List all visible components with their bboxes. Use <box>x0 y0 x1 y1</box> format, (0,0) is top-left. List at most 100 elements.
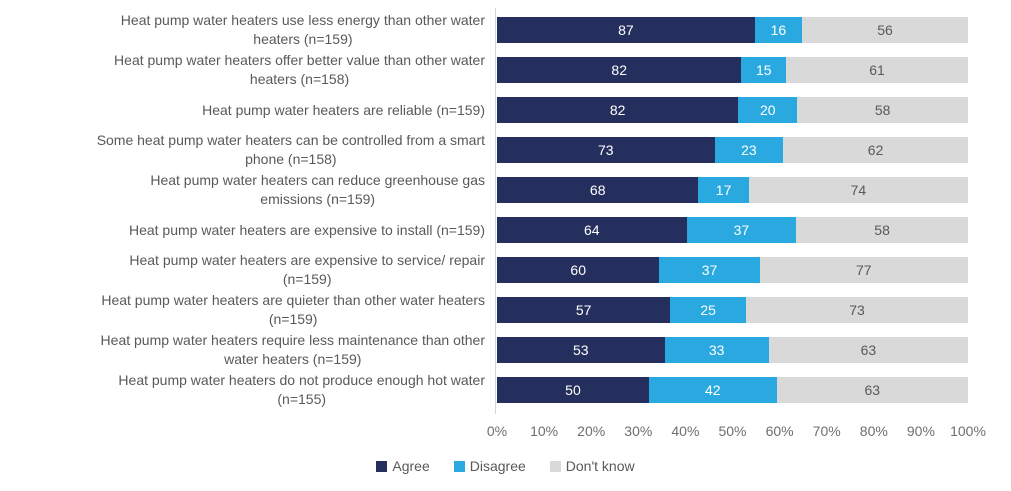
x-axis-tick: 100% <box>950 423 986 439</box>
category-label-text: Heat pump water heaters require less mai… <box>100 332 485 367</box>
bar-track: 87 16 56 <box>497 17 968 43</box>
category-label-text: Heat pump water heaters use less energy … <box>120 12 485 47</box>
legend-label: Don't know <box>565 458 635 474</box>
value-label: 57 <box>575 302 592 318</box>
value-label: 60 <box>570 262 586 278</box>
bar-segment-don-t-know: 63 <box>776 377 968 403</box>
legend-label: Disagree <box>469 458 526 474</box>
category-label: Heat pump water heaters are quieter than… <box>0 291 497 329</box>
x-axis-tick: 30% <box>624 423 653 439</box>
bar-segment-agree: 82 <box>497 57 742 83</box>
x-axis-tick: 90% <box>906 423 935 439</box>
category-label: Heat pump water heaters can reduce green… <box>0 171 497 209</box>
category-label: Heat pump water heaters do not produce e… <box>0 371 497 409</box>
bar-row: Some heat pump water heaters can be cont… <box>0 130 968 170</box>
bar-rows: Heat pump water heaters use less energy … <box>0 10 968 410</box>
x-axis-tick: 40% <box>671 423 700 439</box>
x-axis-tick: 20% <box>577 423 606 439</box>
bar-segment-disagree: 15 <box>741 57 787 83</box>
bar-row: Heat pump water heaters are expensive to… <box>0 250 968 290</box>
category-label: Heat pump water heaters are expensive to… <box>0 221 497 240</box>
bar-row: Heat pump water heaters require less mai… <box>0 330 968 370</box>
value-label: 23 <box>741 142 757 158</box>
category-label-text: Heat pump water heaters are reliable (n=… <box>202 101 485 118</box>
value-label: 63 <box>860 342 877 358</box>
bar-row: Heat pump water heaters are reliable (n=… <box>0 90 968 130</box>
legend-swatch <box>376 460 388 472</box>
value-label: 37 <box>701 262 718 278</box>
value-label: 62 <box>867 142 884 158</box>
legend-swatch <box>453 460 465 472</box>
bar-segment-don-t-know: 63 <box>768 337 968 363</box>
legend-label: Agree <box>392 458 430 474</box>
x-axis-tick: 50% <box>718 423 747 439</box>
bar-segment-disagree: 20 <box>738 97 798 123</box>
category-label-text: Heat pump water heaters offer better val… <box>114 52 485 87</box>
bar-segment-agree: 57 <box>497 297 671 323</box>
bar-segment-don-t-know: 77 <box>759 257 968 283</box>
bar-track: 68 17 74 <box>497 177 968 203</box>
value-label: 73 <box>598 142 614 158</box>
value-label: 25 <box>700 302 716 318</box>
bar-segment-disagree: 23 <box>714 137 784 163</box>
bar-segment-disagree: 17 <box>698 177 749 203</box>
category-label-text: Heat pump water heaters are expensive to… <box>129 252 485 287</box>
bar-segment-agree: 60 <box>497 257 660 283</box>
bar-segment-disagree: 37 <box>686 217 797 243</box>
bar-segment-don-t-know: 74 <box>748 177 968 203</box>
value-label: 82 <box>611 62 627 78</box>
value-label: 61 <box>869 62 885 78</box>
bar-segment-don-t-know: 58 <box>797 97 968 123</box>
bar-track: 53 33 63 <box>497 337 968 363</box>
bar-track: 82 20 58 <box>497 97 968 123</box>
bar-segment-don-t-know: 62 <box>783 137 968 163</box>
bar-segment-don-t-know: 61 <box>786 57 968 83</box>
x-axis-tick: 80% <box>859 423 888 439</box>
bar-segment-don-t-know: 56 <box>802 17 968 43</box>
category-label: Heat pump water heaters require less mai… <box>0 331 497 369</box>
value-label: 37 <box>733 222 750 238</box>
value-label: 53 <box>572 342 589 358</box>
category-label: Heat pump water heaters are expensive to… <box>0 251 497 289</box>
category-label-text: Heat pump water heaters are quieter than… <box>101 292 485 327</box>
value-label: 74 <box>850 182 867 198</box>
value-label: 50 <box>565 382 581 398</box>
category-label: Heat pump water heaters use less energy … <box>0 11 497 49</box>
value-label: 63 <box>864 382 881 398</box>
legend-item-disagree: Disagree <box>453 458 526 474</box>
x-axis-tick: 0% <box>486 423 508 439</box>
legend-item-don-t-know: Don't know <box>549 458 635 474</box>
category-label-text: Heat pump water heaters do not produce e… <box>118 372 485 407</box>
bar-segment-disagree: 37 <box>659 257 760 283</box>
bar-segment-agree: 68 <box>497 177 699 203</box>
bar-track: 82 15 61 <box>497 57 968 83</box>
bar-segment-disagree: 16 <box>754 17 803 43</box>
bar-track: 57 25 73 <box>497 297 968 323</box>
bar-row: Heat pump water heaters use less energy … <box>0 10 968 50</box>
value-label: 58 <box>874 102 891 118</box>
bar-track: 64 37 58 <box>497 217 968 243</box>
y-axis-line <box>495 8 496 414</box>
category-label: Heat pump water heaters offer better val… <box>0 51 497 89</box>
value-label: 77 <box>855 262 872 278</box>
x-axis-tick: 60% <box>765 423 794 439</box>
category-label-text: Some heat pump water heaters can be cont… <box>96 132 485 167</box>
value-label: 87 <box>618 22 634 38</box>
bar-row: Heat pump water heaters can reduce green… <box>0 170 968 210</box>
value-label: 15 <box>756 62 772 78</box>
legend-item-agree: Agree <box>376 458 430 474</box>
value-label: 56 <box>877 22 893 38</box>
bar-segment-don-t-know: 58 <box>796 217 968 243</box>
bar-track: 73 23 62 <box>497 137 968 163</box>
bar-segment-agree: 50 <box>497 377 649 403</box>
value-label: 16 <box>770 22 787 38</box>
bar-segment-disagree: 33 <box>664 337 769 363</box>
category-label-text: Heat pump water heaters can reduce green… <box>150 172 485 207</box>
bar-segment-agree: 64 <box>497 217 687 243</box>
value-label: 20 <box>760 102 776 118</box>
value-label: 42 <box>704 382 721 398</box>
category-label: Heat pump water heaters are reliable (n=… <box>0 101 497 120</box>
value-label: 33 <box>708 342 725 358</box>
bar-segment-disagree: 42 <box>648 377 777 403</box>
